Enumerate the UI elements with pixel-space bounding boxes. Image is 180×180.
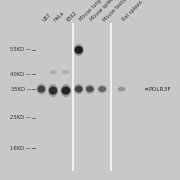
Ellipse shape xyxy=(48,84,58,97)
Text: Mouse lung: Mouse lung xyxy=(79,0,103,22)
Text: 35KD —: 35KD — xyxy=(11,87,32,92)
Text: U87: U87 xyxy=(41,12,52,22)
Text: HeLa: HeLa xyxy=(53,10,66,22)
Text: 55KD —: 55KD — xyxy=(10,48,32,52)
Ellipse shape xyxy=(117,86,126,92)
Ellipse shape xyxy=(98,86,106,92)
Ellipse shape xyxy=(49,86,57,95)
Ellipse shape xyxy=(49,70,57,75)
Text: 16KD —: 16KD — xyxy=(10,146,32,151)
Ellipse shape xyxy=(60,84,71,97)
Ellipse shape xyxy=(37,86,45,93)
Text: POLR3F: POLR3F xyxy=(146,87,171,92)
Ellipse shape xyxy=(37,83,46,95)
Ellipse shape xyxy=(61,86,70,95)
Ellipse shape xyxy=(75,46,83,54)
Text: 25KD —: 25KD — xyxy=(10,115,32,120)
Ellipse shape xyxy=(85,84,95,94)
Ellipse shape xyxy=(86,86,94,92)
Text: 40KD —: 40KD — xyxy=(10,72,32,77)
Ellipse shape xyxy=(75,86,83,93)
Text: Mouse spleen: Mouse spleen xyxy=(90,0,118,22)
Ellipse shape xyxy=(62,71,69,74)
Ellipse shape xyxy=(50,71,57,74)
Ellipse shape xyxy=(74,84,83,94)
Ellipse shape xyxy=(62,70,70,75)
Text: K562: K562 xyxy=(66,10,78,22)
Ellipse shape xyxy=(97,85,107,94)
Ellipse shape xyxy=(118,87,125,91)
Ellipse shape xyxy=(74,44,84,56)
Text: Mouse testis: Mouse testis xyxy=(102,0,128,22)
Text: Rat spleen: Rat spleen xyxy=(122,0,144,22)
